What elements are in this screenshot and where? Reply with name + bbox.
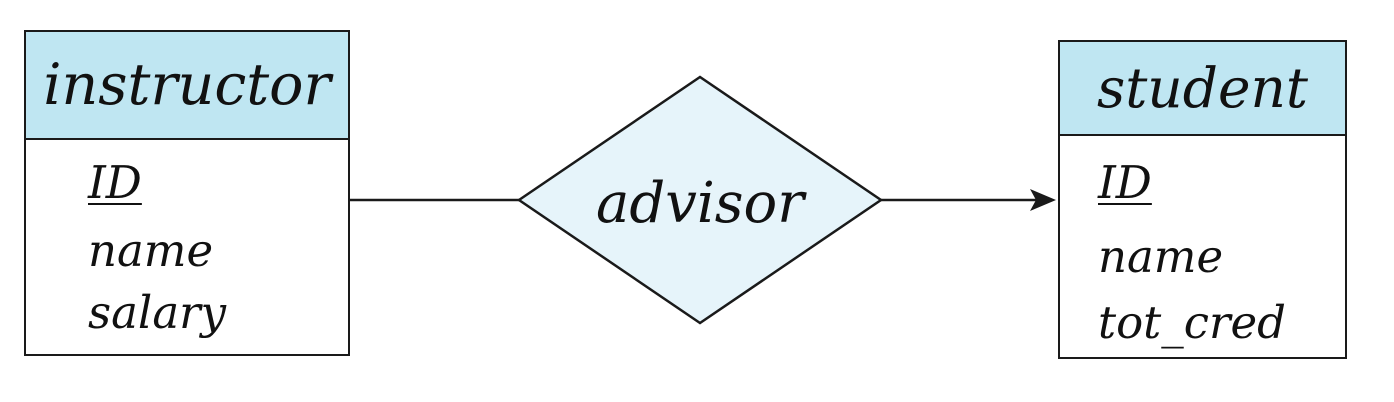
advisor-relationship-label: advisor — [596, 171, 807, 236]
instructor-attr-name: name — [88, 224, 214, 277]
arrow-head-icon — [1030, 189, 1056, 211]
student-attr-id: ID — [1098, 156, 1152, 209]
student-entity[interactable]: student ID name tot_cred — [1058, 40, 1347, 359]
instructor-entity-name: instructor — [43, 52, 331, 118]
student-attr-tot-cred: tot_cred — [1098, 296, 1286, 349]
instructor-attr-id: ID — [88, 156, 142, 209]
student-entity-header: student — [1060, 42, 1345, 136]
student-entity-name: student — [1096, 56, 1309, 120]
instructor-entity[interactable]: instructor ID name salary — [24, 30, 350, 356]
student-attr-name: name — [1098, 230, 1224, 283]
instructor-attr-salary: salary — [88, 286, 227, 339]
instructor-entity-header: instructor — [26, 32, 348, 140]
